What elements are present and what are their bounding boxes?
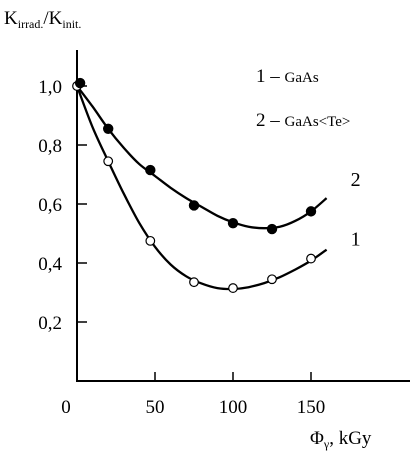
y-tick-label: 0,6 [38, 195, 62, 216]
y-axis-title-main: K [4, 8, 18, 29]
legend-item-1: 1 – GaAs [256, 66, 319, 87]
x-tick-label: 0 [61, 397, 71, 418]
series-1-curve [75, 85, 328, 291]
series-1-curve-label: 1 [351, 229, 361, 251]
series-2-point [188, 200, 200, 211]
y-axis-title-sub2: init. [62, 17, 81, 31]
legend-label-1: GaAs [285, 70, 319, 86]
legend-item-2: 2 – GaAs<Te> [256, 110, 350, 131]
x-tick-label: 50 [146, 397, 165, 418]
y-tick-label: 0,4 [38, 254, 62, 275]
x-axis-title: Φγ, kGy [310, 428, 372, 451]
y-tick-label: 1,0 [38, 77, 62, 98]
y-axis-title-slash: /K [43, 8, 62, 29]
series-1-point [267, 274, 277, 285]
y-tick-label: 0,8 [38, 136, 62, 157]
legend-number-1: 1 [256, 66, 266, 87]
y-axis-title: Kirrad./Kinit. [4, 8, 81, 31]
series-2-curve [76, 85, 328, 230]
x-tick-label: 150 [297, 397, 326, 418]
legend-number-2: 2 [256, 110, 266, 131]
series-2-point [145, 164, 156, 176]
series-2-point [74, 77, 86, 89]
x-axis-title-sub: γ [323, 437, 330, 451]
y-axis-title-sub1: irrad. [18, 17, 44, 31]
x-axis-title-unit: , kGy [329, 428, 372, 449]
series-1-point [306, 253, 316, 264]
series-1-point [228, 283, 238, 293]
x-axis-title-main: Φ [310, 428, 324, 449]
x-tick-label: 100 [219, 397, 248, 418]
series-2-point [266, 223, 278, 235]
series-2-curve-label: 2 [351, 169, 361, 191]
series-2-point [227, 217, 239, 229]
y-tick-label: 0,2 [38, 313, 62, 334]
series-2-point [102, 123, 114, 134]
series-2-point [305, 206, 317, 217]
series-1-point [103, 156, 114, 167]
series-1-point [189, 277, 199, 288]
legend-label-2: GaAs<Te> [285, 114, 351, 130]
series-1-point [145, 235, 156, 246]
legend: 1 – GaAs 2 – GaAs<Te> [256, 66, 350, 131]
